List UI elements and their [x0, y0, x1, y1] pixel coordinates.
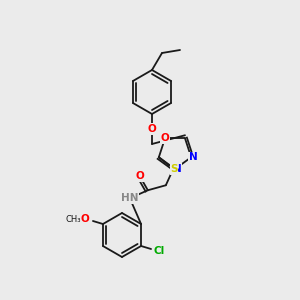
Text: CH₃: CH₃	[65, 214, 81, 224]
Text: HN: HN	[121, 193, 139, 203]
Text: N: N	[172, 164, 182, 174]
Text: O: O	[81, 214, 89, 224]
Text: Cl: Cl	[153, 246, 165, 256]
Text: O: O	[148, 124, 156, 134]
Text: O: O	[136, 171, 144, 181]
Text: N: N	[189, 152, 197, 162]
Text: S: S	[170, 164, 178, 174]
Text: O: O	[160, 133, 169, 143]
